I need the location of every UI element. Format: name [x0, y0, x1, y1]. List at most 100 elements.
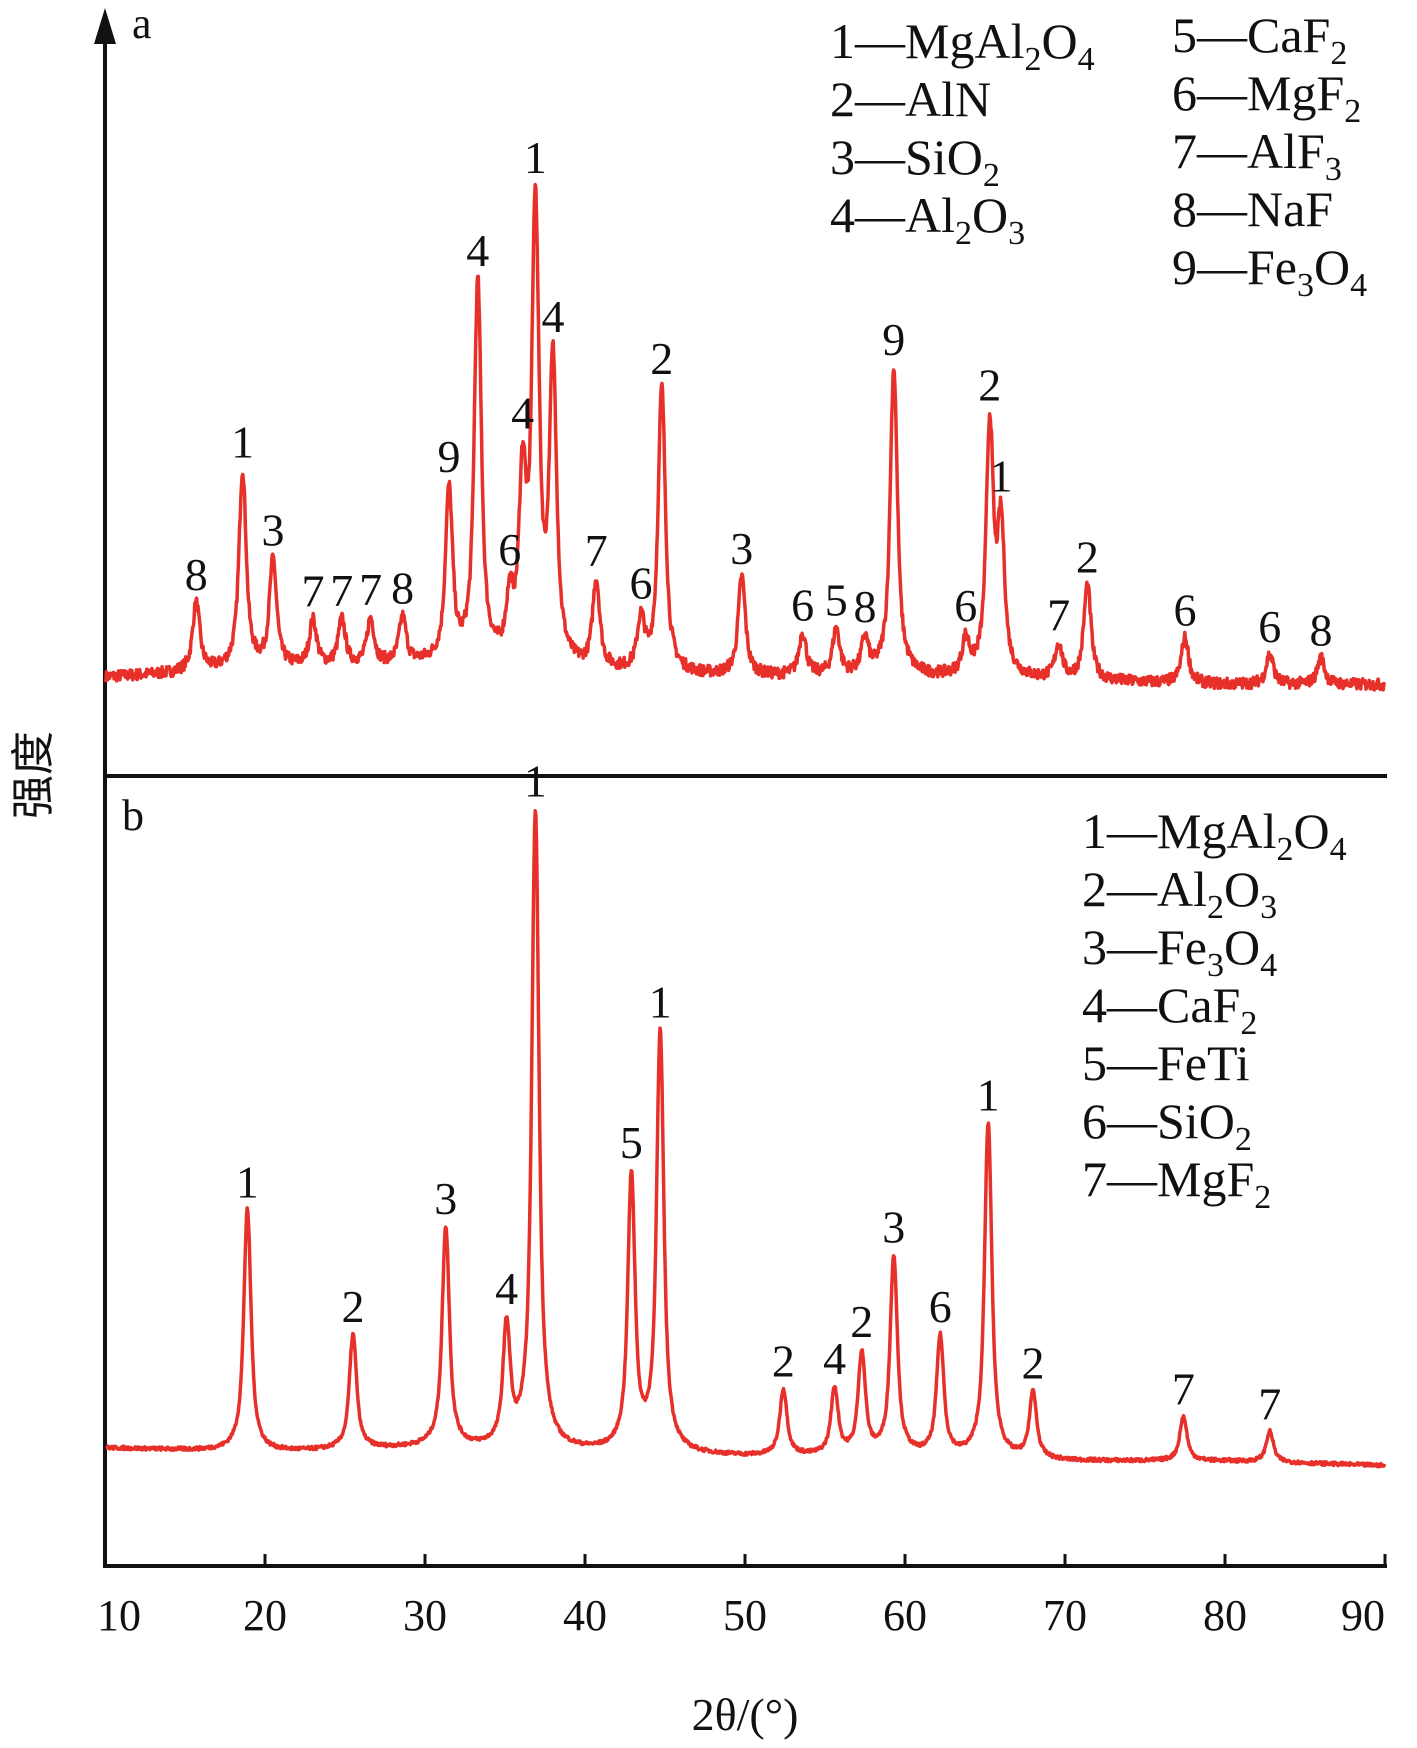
legend-number: 3 — [1082, 919, 1107, 975]
legend-entry: 3—SiO2 — [830, 129, 1000, 194]
legend-phase: Al — [1157, 861, 1207, 917]
legend-number: 4 — [1082, 977, 1107, 1033]
legend-number: 6 — [1082, 1093, 1107, 1149]
peak-label: 7 — [330, 565, 353, 616]
x-tick-label: 90 — [1341, 1591, 1385, 1640]
legend-number: 3 — [830, 129, 855, 185]
peak-label: 4 — [823, 1333, 846, 1384]
legend-dash: — — [1106, 1151, 1158, 1207]
legend-entry: 3—Fe3O4 — [1082, 919, 1277, 984]
legend-entry: 1—MgAl2O4 — [830, 13, 1095, 78]
peak-label: 5 — [620, 1117, 643, 1168]
legend-subscript: 3 — [1325, 151, 1342, 188]
legend-dash: — — [1106, 977, 1158, 1033]
x-tick-label: 50 — [723, 1591, 767, 1640]
peak-label: 7 — [1258, 1378, 1281, 1429]
x-ticks: 10 20 30 40 50 60 70 80 90 — [97, 1554, 1387, 1640]
legend-phase: MgF — [1247, 65, 1344, 121]
peak-label: 3 — [882, 1201, 905, 1252]
peak-label: 6 — [1174, 585, 1197, 636]
peak-label: 6 — [791, 579, 814, 630]
legend-subscript: 2 — [1024, 41, 1041, 78]
legend-phase: Al — [905, 187, 955, 243]
legend-dash: — — [854, 129, 906, 185]
peak-label: 7 — [585, 525, 608, 576]
legend-phase-tail: O — [1314, 239, 1350, 295]
peak-label: 4 — [495, 1263, 518, 1314]
legend-phase: AlF — [1247, 123, 1325, 179]
legend-subscript: 4 — [1078, 41, 1095, 78]
legend-entry: 5—FeTi — [1082, 1035, 1250, 1091]
legend-dash: — — [1196, 239, 1248, 295]
legend-subscript: 3 — [1207, 947, 1224, 984]
x-axis-label: 2θ/(°) — [692, 1689, 799, 1740]
peak-label: 2 — [772, 1335, 795, 1386]
legend-phase: NaF — [1247, 181, 1333, 237]
peak-label: 1 — [990, 450, 1013, 501]
legend-dash: — — [1106, 919, 1158, 975]
legend-number: 2 — [830, 71, 855, 127]
legend-phase-tail: O — [1293, 803, 1329, 859]
legend-entry: 9—Fe3O4 — [1172, 239, 1367, 304]
panel-a-legend: 1—MgAl2O42—AlN3—SiO24—Al2O35—CaF26—MgF27… — [830, 7, 1367, 304]
legend-dash: — — [1196, 181, 1248, 237]
peak-label: 6 — [498, 524, 521, 575]
legend-subscript: 3 — [1008, 215, 1025, 252]
legend-number: 7 — [1172, 123, 1197, 179]
x-tick-label: 60 — [883, 1591, 927, 1640]
legend-subscript: 4 — [1330, 831, 1347, 868]
legend-dash: — — [854, 71, 906, 127]
legend-phase: SiO — [1157, 1093, 1235, 1149]
legend-phase: SiO — [905, 129, 983, 185]
panel-b-label: b — [122, 791, 144, 840]
peak-label: 3 — [262, 505, 285, 556]
legend-phase-tail: O — [1041, 13, 1077, 69]
legend-dash: — — [1106, 861, 1158, 917]
legend-number: 7 — [1082, 1151, 1107, 1207]
legend-subscript: 4 — [1350, 267, 1367, 304]
peak-label: 1 — [236, 1156, 259, 1207]
peak-label: 7 — [302, 566, 325, 617]
panel-b-curve — [104, 809, 1387, 1469]
legend-subscript: 3 — [1260, 889, 1277, 926]
legend-entry: 7—MgF2 — [1082, 1151, 1271, 1216]
legend-number: 8 — [1172, 181, 1197, 237]
peak-label: 6 — [929, 1281, 952, 1332]
legend-subscript: 2 — [1240, 1005, 1257, 1042]
peak-label: 3 — [730, 523, 753, 574]
legend-phase: CaF — [1157, 977, 1240, 1033]
peak-label: 6 — [630, 558, 653, 609]
legend-dash: — — [1196, 123, 1248, 179]
peak-label: 6 — [1258, 601, 1281, 652]
legend-number: 4 — [830, 187, 855, 243]
legend-subscript: 2 — [955, 215, 972, 252]
legend-dash: — — [854, 187, 906, 243]
peak-label: 1 — [977, 1069, 1000, 1120]
peak-label: 2 — [342, 1281, 365, 1332]
peak-label: 2 — [650, 333, 673, 384]
legend-phase: Fe — [1157, 919, 1207, 975]
legend-subscript: 4 — [1260, 947, 1277, 984]
legend-subscript: 2 — [1235, 1121, 1252, 1158]
peak-label: 8 — [185, 549, 208, 600]
peak-label: 6 — [954, 580, 977, 631]
panel-b-legend: 1—MgAl2O42—Al2O33—Fe3O44—CaF25—FeTi6—SiO… — [1082, 803, 1347, 1216]
peak-label: 7 — [1172, 1364, 1195, 1415]
peak-label: 2 — [978, 359, 1001, 410]
peak-label: 4 — [542, 291, 565, 342]
peak-label: 7 — [359, 564, 382, 615]
panel-a-label: a — [132, 0, 152, 48]
legend-subscript: 2 — [1207, 889, 1224, 926]
y-axis-arrow — [94, 8, 116, 44]
legend-phase: FeTi — [1157, 1035, 1250, 1091]
peak-label: 1 — [231, 417, 254, 468]
legend-phase: MgAl — [1157, 803, 1276, 859]
legend-entry: 5—CaF2 — [1172, 7, 1347, 72]
legend-entry: 8—NaF — [1172, 181, 1333, 237]
x-tick-label: 40 — [563, 1591, 607, 1640]
legend-number: 9 — [1172, 239, 1197, 295]
legend-entry: 6—SiO2 — [1082, 1093, 1252, 1158]
legend-dash: — — [1196, 65, 1248, 121]
legend-dash: — — [854, 13, 906, 69]
